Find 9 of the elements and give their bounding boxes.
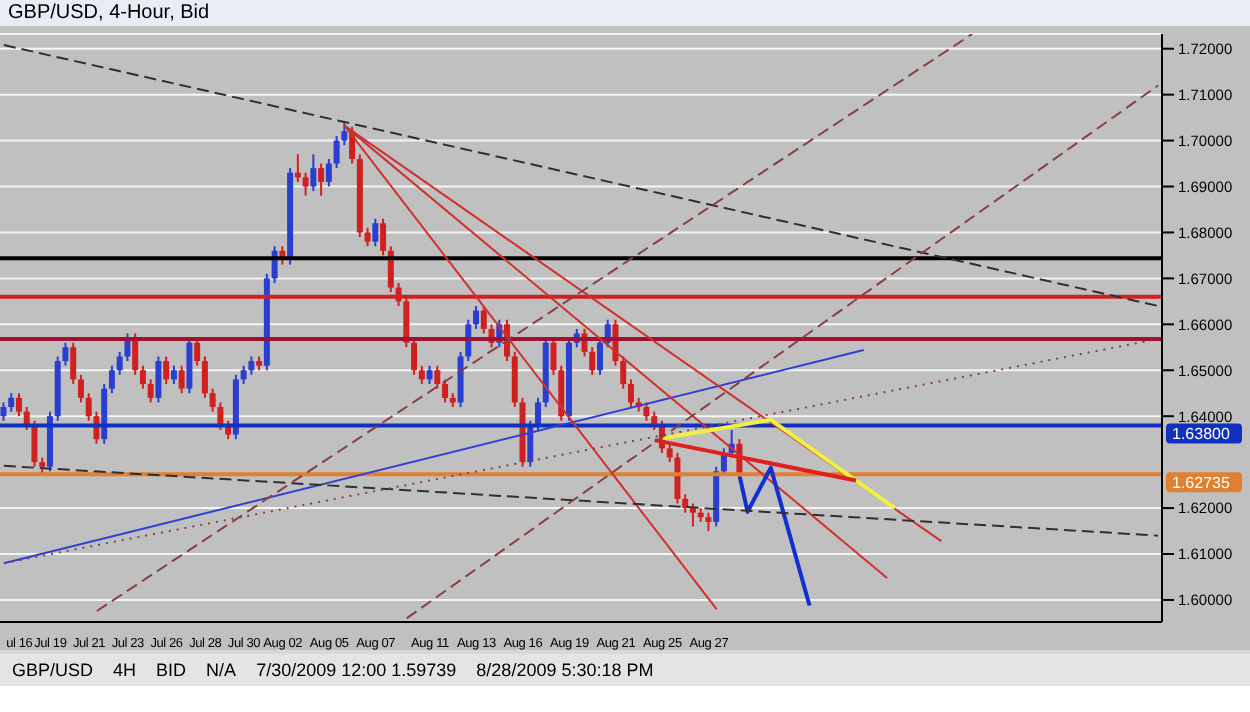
- chart-title: GBP/USD, 4-Hour, Bid: [0, 0, 1250, 26]
- text: BID: [156, 660, 187, 680]
- text: GBP/USD: [12, 660, 94, 680]
- ref-line-label: 1.62735: [1172, 474, 1231, 493]
- text: N/A: [206, 660, 237, 680]
- ref-line-label: 1.63800: [1172, 425, 1231, 444]
- text: 7/30/2009 12:00 1.59739: [256, 660, 457, 680]
- text: 8/28/2009 5:30:18 PM: [476, 660, 654, 680]
- text: 4H: [113, 660, 137, 680]
